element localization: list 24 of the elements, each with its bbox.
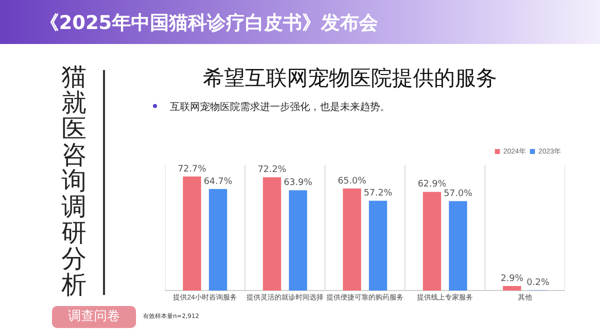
bar xyxy=(422,192,442,291)
bar xyxy=(288,190,308,291)
data-label: 64.7% xyxy=(204,176,233,187)
text: 《2025年中国猫科诊疗白皮书》发布会 xyxy=(40,11,378,36)
bar xyxy=(182,176,202,291)
data-label: 57.2% xyxy=(364,188,393,199)
chart-title: 希望互联网宠物医院提供的服务 xyxy=(202,65,498,92)
bar xyxy=(502,286,522,291)
data-label: 0.2% xyxy=(526,278,550,288)
text: 猫就医咨询调研分析 xyxy=(62,62,86,299)
data-label: 72.7% xyxy=(178,164,207,174)
bar xyxy=(208,189,228,291)
bar xyxy=(342,188,362,291)
bar xyxy=(448,201,468,291)
text: 调查问卷 xyxy=(52,306,136,328)
data-label: 72.2% xyxy=(258,165,287,176)
data-label: 57.0% xyxy=(444,188,473,199)
chart-subtitle: 互联网宠物医院需求进一步强化，也是未来趋势。 xyxy=(170,100,390,114)
data-label: 65.0% xyxy=(338,176,367,186)
data-label: 63.9% xyxy=(284,178,313,188)
data-label: 2.9% xyxy=(500,274,524,284)
bar xyxy=(262,177,282,291)
bar xyxy=(368,200,388,291)
data-label: 62.9% xyxy=(418,180,447,190)
